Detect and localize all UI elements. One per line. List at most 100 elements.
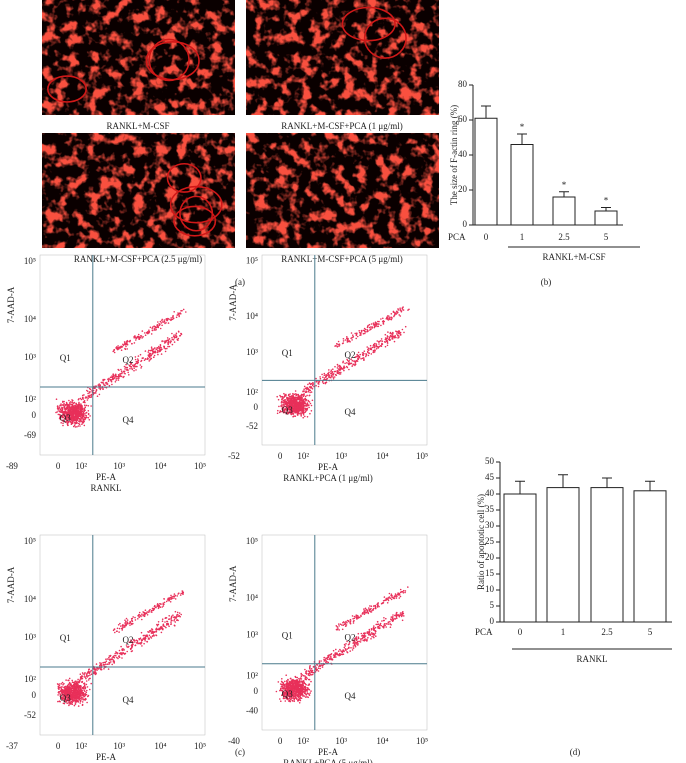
event-dot: [295, 395, 297, 397]
event-dot: [118, 655, 120, 657]
event-dot: [152, 330, 154, 332]
event-dot: [158, 608, 160, 610]
event-dot: [174, 625, 176, 627]
event-dot: [129, 365, 131, 367]
event-dot: [294, 686, 296, 688]
event-dot: [85, 698, 87, 700]
event-dot: [365, 329, 367, 331]
event-dot: [75, 687, 77, 689]
event-dot: [354, 365, 356, 367]
event-dot: [65, 404, 67, 406]
event-dot: [391, 595, 393, 597]
event-dot: [160, 321, 162, 323]
event-dot: [87, 398, 89, 400]
event-dot: [113, 659, 115, 661]
event-dot: [380, 345, 382, 347]
x-tick-label: 0: [484, 232, 489, 242]
event-dot: [323, 659, 325, 661]
event-dot: [94, 670, 96, 672]
event-dot: [57, 701, 59, 703]
event-dot: [77, 412, 79, 414]
event-dot: [160, 345, 162, 347]
event-dot: [89, 415, 91, 417]
event-dot: [303, 680, 305, 682]
event-dot: [155, 606, 157, 608]
event-dot: [304, 682, 306, 684]
event-dot: [169, 319, 171, 321]
event-dot: [81, 690, 83, 692]
event-dot: [62, 425, 64, 427]
event-dot: [398, 615, 400, 617]
event-dot: [318, 670, 320, 672]
event-dot: [158, 621, 160, 623]
event-dot: [295, 682, 297, 684]
event-dot: [368, 355, 370, 357]
event-dot: [165, 351, 167, 353]
event-dot: [302, 417, 304, 419]
event-dot: [336, 652, 338, 654]
event-dot: [400, 596, 402, 598]
event-dot: [161, 322, 163, 324]
event-dot: [148, 332, 150, 334]
event-dot: [136, 362, 138, 364]
event-dot: [130, 622, 132, 624]
event-dot: [356, 642, 358, 644]
event-dot: [295, 676, 297, 678]
event-dot: [374, 634, 376, 636]
event-dot: [307, 388, 309, 390]
event-dot: [316, 669, 318, 671]
event-dot: [74, 689, 76, 691]
event-dot: [156, 347, 158, 349]
event-dot: [339, 365, 341, 367]
event-dot: [138, 616, 140, 618]
event-dot: [396, 616, 398, 618]
event-dot: [281, 681, 283, 683]
event-dot: [392, 614, 394, 616]
event-dot: [97, 668, 99, 670]
event-dot: [387, 342, 389, 344]
event-dot: [167, 346, 169, 348]
y-tick-label: 10⁴: [246, 311, 258, 321]
event-dot: [289, 400, 291, 402]
event-dot: [352, 615, 354, 617]
event-dot: [117, 345, 119, 347]
event-dot: [86, 680, 88, 682]
event-dot: [342, 652, 344, 654]
event-dot: [299, 679, 301, 681]
quadrant-label: Q2: [123, 635, 134, 645]
event-dot: [162, 618, 164, 620]
event-dot: [371, 605, 373, 607]
event-dot: [382, 626, 384, 628]
x-axis-label: PE-A: [96, 472, 117, 482]
event-dot: [300, 407, 302, 409]
event-dot: [83, 398, 85, 400]
event-dot: [169, 598, 171, 600]
event-dot: [78, 425, 80, 427]
event-dot: [362, 352, 364, 354]
event-dot: [380, 625, 382, 627]
event-dot: [119, 657, 121, 659]
y-tick-label: 10⁵: [24, 536, 36, 546]
event-dot: [366, 610, 368, 612]
event-dot: [363, 359, 365, 361]
event-dot: [65, 410, 67, 412]
event-dot: [109, 385, 111, 387]
event-dot: [304, 669, 306, 671]
event-dot: [293, 398, 295, 400]
event-dot: [95, 391, 97, 393]
event-dot: [283, 393, 285, 395]
event-dot: [172, 339, 174, 341]
event-dot: [90, 389, 92, 391]
event-dot: [344, 363, 346, 365]
y-tick-label: 10: [485, 584, 495, 594]
event-dot: [328, 662, 330, 664]
event-dot: [81, 406, 83, 408]
event-dot: [290, 681, 292, 683]
event-dot: [59, 683, 61, 685]
event-dot: [337, 629, 339, 631]
event-dot: [133, 367, 135, 369]
event-dot: [181, 310, 183, 312]
event-dot: [309, 401, 311, 403]
event-dot: [79, 685, 81, 687]
event-dot: [304, 416, 306, 418]
